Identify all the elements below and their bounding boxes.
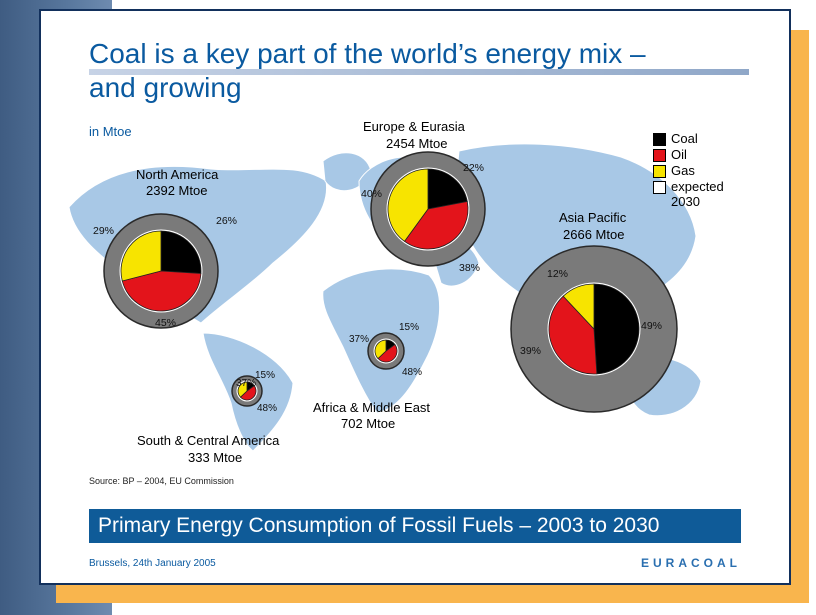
pct-label-north-america-coal: 26% — [216, 215, 237, 227]
pct-label-asia-pacific-gas: 12% — [547, 268, 568, 280]
pct-label-africa-and-middle-east-gas: 37% — [349, 334, 369, 345]
region-name-north-america: North America — [136, 167, 219, 182]
slide-banner: Primary Energy Consumption of Fossil Fue… — [89, 509, 741, 543]
legend-label-oil: Oil — [671, 147, 687, 162]
legend-item-oil: Oil — [653, 147, 731, 162]
legend-label-gas: Gas — [671, 163, 695, 178]
pie-slice-south-and-central-america-oil — [239, 385, 257, 401]
pie-south-and-central-america — [231, 375, 263, 407]
pct-label-europe-and-eurasia-coal: 22% — [463, 162, 484, 174]
legend-swatch-coal — [653, 133, 666, 146]
pct-label-south-and-central-america-oil: 48% — [257, 403, 277, 414]
pct-label-south-and-central-america-gas: 37% — [236, 378, 256, 389]
legend-label-coal: Coal — [671, 131, 698, 146]
pie-slice-north-america-coal — [160, 230, 202, 274]
pie-slice-north-america-oil — [121, 270, 202, 312]
pct-label-south-and-central-america-coal: 15% — [255, 370, 275, 381]
pie-slice-europe-and-eurasia-coal — [427, 168, 468, 210]
pie-slice-south-and-central-america-gas — [237, 381, 248, 398]
region-name-europe-and-eurasia: Europe & Eurasia — [363, 119, 466, 134]
brand-logo-text: EURACOAL — [641, 556, 741, 570]
pct-label-europe-and-eurasia-oil: 38% — [459, 262, 480, 274]
pct-label-north-america-oil: 45% — [155, 317, 176, 329]
pie-slice-europe-and-eurasia-gas — [387, 168, 429, 242]
pie-slice-africa-and-middle-east-oil — [377, 343, 398, 363]
pct-label-europe-and-eurasia-gas: 40% — [361, 188, 382, 200]
chart-legend: Coal Oil Gas expected 2030 — [653, 131, 731, 210]
pct-label-north-america-gas: 29% — [93, 225, 114, 237]
slide: Coal is a key part of the world’s energy… — [39, 9, 791, 585]
pie-slice-africa-and-middle-east-gas — [374, 339, 387, 360]
unit-label: in Mtoe — [89, 124, 132, 139]
region-total-europe-and-eurasia: 2454 Mtoe — [386, 136, 447, 151]
legend-item-coal: Coal — [653, 131, 731, 146]
pie-slice-asia-pacific-coal — [593, 283, 640, 375]
region-total-north-america: 2392 Mtoe — [146, 183, 207, 198]
region-name-africa-and-middle-east: Africa & Middle East — [313, 400, 430, 415]
title-underline — [89, 69, 749, 75]
region-total-africa-and-middle-east: 702 Mtoe — [341, 416, 395, 431]
title-line-2: and growing — [89, 72, 242, 103]
legend-swatch-gas — [653, 165, 666, 178]
pie-slice-europe-and-eurasia-oil — [403, 201, 469, 250]
pct-label-asia-pacific-oil: 39% — [520, 345, 541, 357]
pie-slice-north-america-gas — [120, 230, 162, 282]
pct-label-asia-pacific-coal: 49% — [641, 320, 662, 332]
legend-swatch-expected — [653, 181, 666, 194]
region-name-south-and-central-america: South & Central America — [137, 433, 280, 448]
legend-item-expected: expected 2030 — [653, 179, 731, 209]
legend-label-expected: expected 2030 — [671, 179, 724, 209]
pie-europe-and-eurasia — [370, 151, 486, 267]
slide-title: Coal is a key part of the world’s energy… — [89, 37, 749, 105]
pie-north-america — [103, 213, 219, 329]
pct-label-africa-and-middle-east-coal: 15% — [399, 322, 419, 333]
source-note: Source: BP – 2004, EU Commission — [89, 476, 234, 486]
pie-slice-asia-pacific-gas — [562, 283, 595, 331]
legend-swatch-oil — [653, 149, 666, 162]
region-total-asia-pacific: 2666 Mtoe — [563, 227, 624, 242]
pie-africa-and-middle-east — [367, 332, 405, 370]
legend-item-gas: Gas — [653, 163, 731, 178]
title-line-1: Coal is a key part of the world’s energy… — [89, 38, 646, 69]
pct-label-africa-and-middle-east-oil: 48% — [402, 367, 422, 378]
region-name-asia-pacific: Asia Pacific — [559, 210, 627, 225]
date-footer: Brussels, 24th January 2005 — [89, 558, 216, 569]
region-total-south-and-central-america: 333 Mtoe — [188, 450, 242, 465]
pie-slice-asia-pacific-oil — [548, 295, 598, 375]
regional-pie-charts — [103, 151, 678, 413]
pie-asia-pacific — [510, 245, 678, 413]
